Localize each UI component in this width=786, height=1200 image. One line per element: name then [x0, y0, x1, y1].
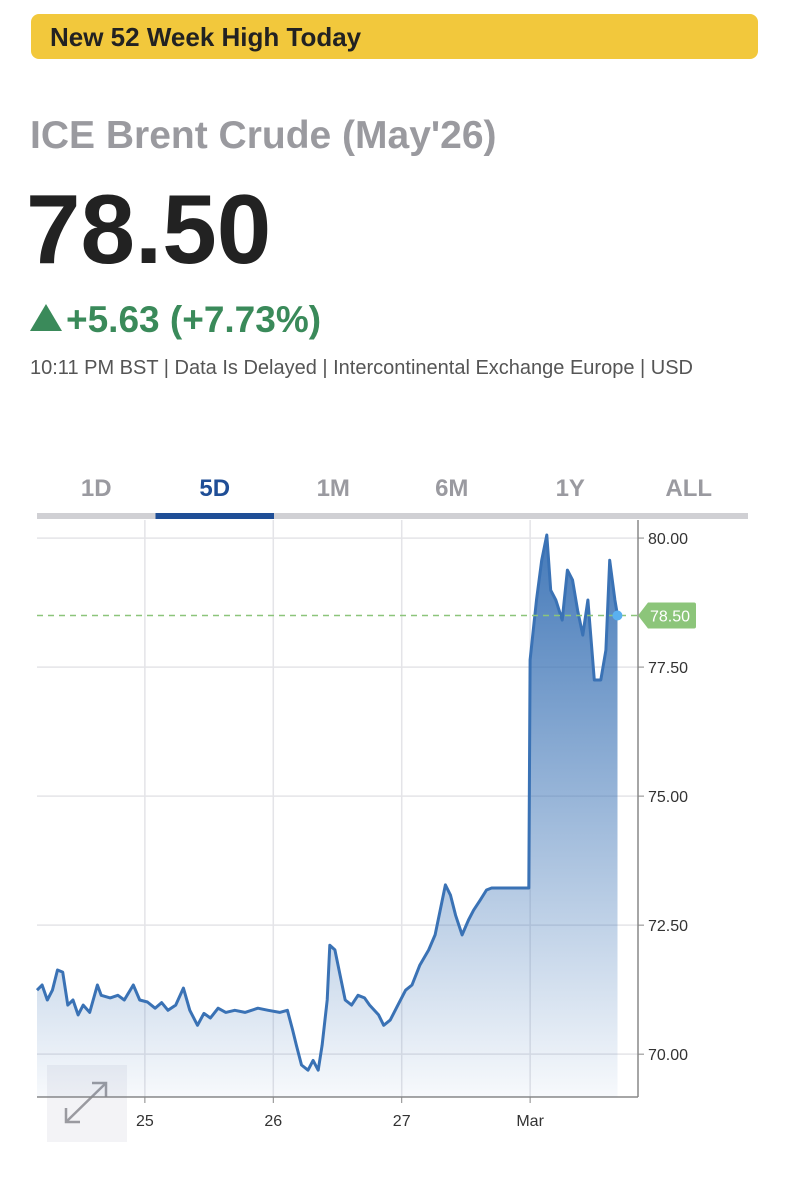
- instrument-name: ICE Brent Crude (May'26): [30, 114, 497, 157]
- y-tick-label: 72.50: [648, 918, 688, 935]
- line: [35, 533, 619, 1072]
- y-tick-label: 75.00: [648, 789, 688, 806]
- price-tag-label: 78.50: [650, 608, 690, 625]
- price: 78.50: [26, 174, 271, 284]
- y-tick-label: 80.00: [648, 531, 688, 548]
- x-tick-label: 25: [136, 1113, 154, 1130]
- tab-indicator: [155, 513, 274, 519]
- banner-text: New 52 Week High Today: [50, 22, 362, 52]
- price-change: +5.63 (+7.73%): [66, 299, 321, 340]
- price-tag: [638, 602, 696, 629]
- area: [37, 535, 618, 1097]
- tab[interactable]: 1Y: [556, 475, 585, 502]
- tab-track: [37, 513, 748, 519]
- y-tick-label: 77.50: [648, 660, 688, 677]
- x-tick-label: 27: [393, 1113, 411, 1130]
- up-arrow: [30, 304, 62, 331]
- tab[interactable]: 1M: [317, 475, 350, 502]
- quote-meta: 10:11 PM BST | Data Is Delayed | Interco…: [30, 357, 693, 379]
- x-tick-label: 26: [264, 1113, 282, 1130]
- x-tick-label: Mar: [516, 1113, 544, 1130]
- tab[interactable]: 6M: [435, 475, 468, 502]
- tab[interactable]: 1D: [81, 475, 112, 502]
- banner: [31, 14, 758, 59]
- tab[interactable]: ALL: [665, 475, 712, 502]
- y-tick-label: 70.00: [648, 1047, 688, 1064]
- tab[interactable]: 5D: [199, 475, 230, 502]
- last-point: [612, 610, 623, 621]
